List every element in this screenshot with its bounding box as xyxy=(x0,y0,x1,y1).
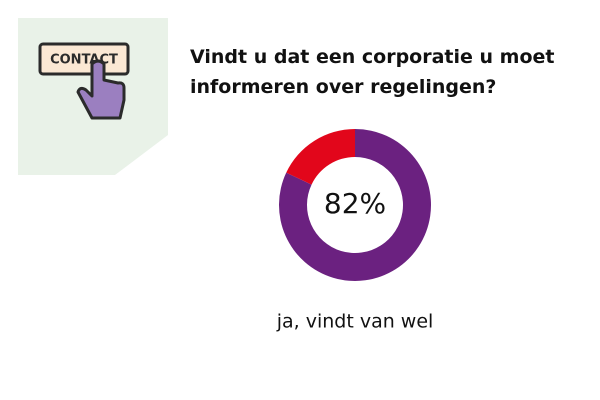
donut-segment xyxy=(279,129,432,281)
contact-button xyxy=(38,42,130,76)
value-label: 82% xyxy=(324,187,386,220)
chart-title: Vindt u dat een corporatie u moet inform… xyxy=(190,46,555,98)
icon-label: CONTACT xyxy=(50,53,118,68)
donut xyxy=(279,129,432,281)
category-label: ja, vindt van wel xyxy=(276,311,434,333)
donut-segment xyxy=(286,129,355,185)
hand-icon xyxy=(76,59,126,120)
